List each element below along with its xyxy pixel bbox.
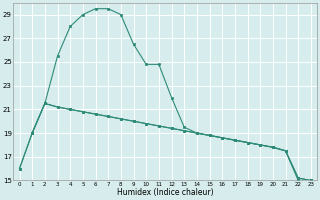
X-axis label: Humidex (Indice chaleur): Humidex (Indice chaleur) — [117, 188, 213, 197]
